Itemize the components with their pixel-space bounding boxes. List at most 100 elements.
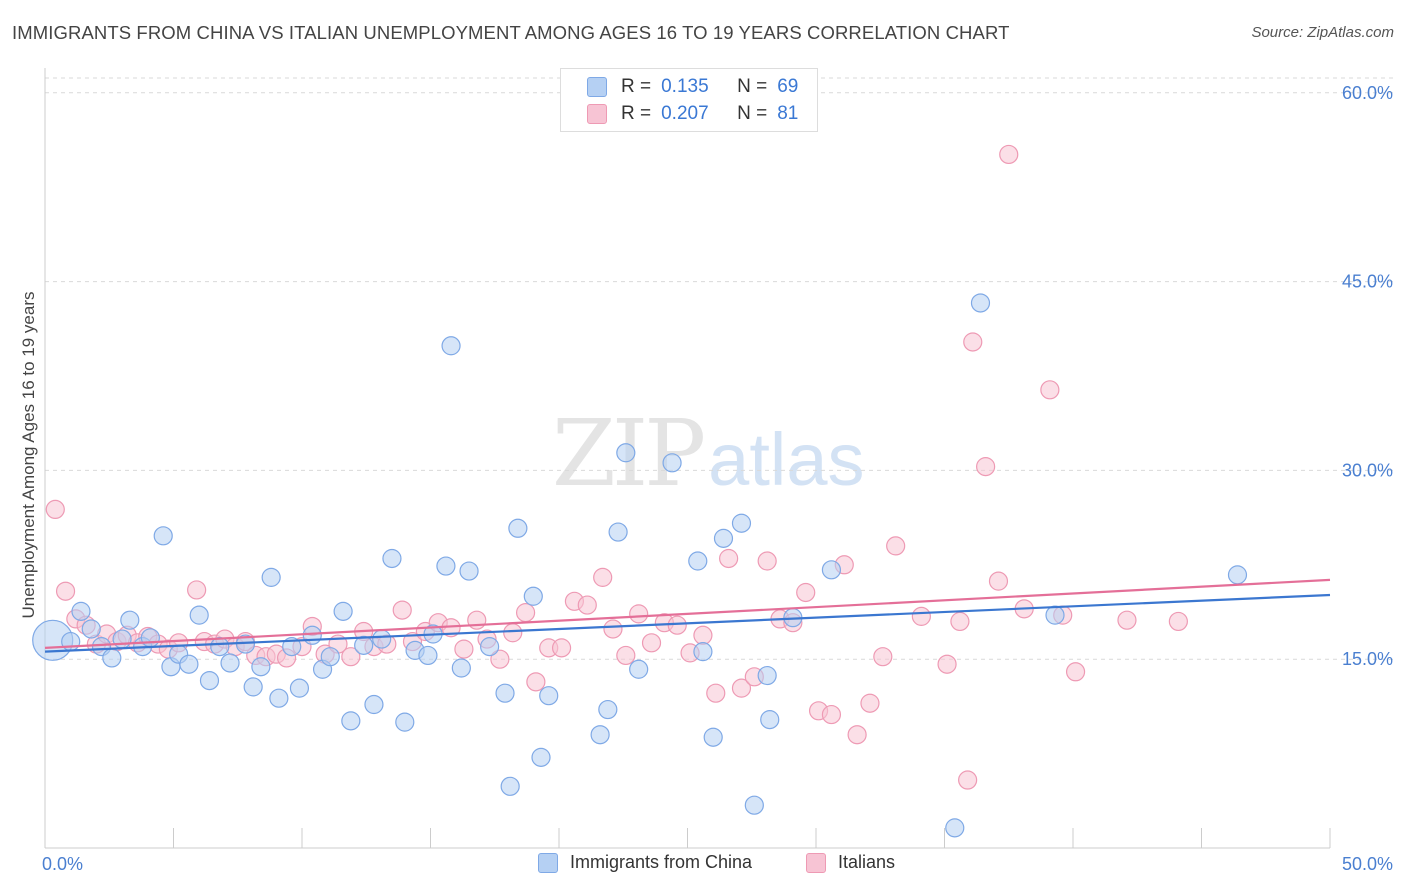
china-point	[81, 619, 101, 639]
china-point	[189, 605, 209, 625]
italians-point	[551, 638, 572, 658]
china-point	[395, 712, 415, 732]
legend-row-china: R = 0.135 N = 69	[587, 75, 798, 99]
italians-point	[963, 332, 983, 352]
china-point	[821, 560, 842, 580]
china-point	[531, 747, 551, 767]
italians-point	[821, 704, 842, 725]
china-point	[251, 657, 271, 677]
china-point	[243, 677, 263, 697]
italians-point	[467, 610, 487, 630]
chart-title: IMMIGRANTS FROM CHINA VS ITALIAN UNEMPLO…	[12, 22, 1010, 43]
china-point	[333, 601, 353, 621]
china-point	[210, 637, 230, 657]
china-point	[608, 522, 628, 542]
italians-point	[950, 611, 970, 632]
china-point	[500, 776, 520, 796]
italians-point	[341, 647, 361, 667]
italians-trend-line	[44, 578, 1331, 649]
italians-point	[55, 581, 76, 601]
china-point	[945, 818, 965, 838]
china-point	[508, 518, 528, 538]
italians-point	[1168, 611, 1188, 632]
correlation-legend: R = 0.135 N = 69 R = 0.207 N = 81	[560, 68, 818, 132]
legend-row-italians: R = 0.207 N = 81	[587, 102, 798, 126]
china-point	[364, 694, 384, 715]
italians-point	[958, 770, 978, 790]
y-axis-label: Unemployment Among Ages 16 to 19 years	[19, 292, 38, 619]
italians-point	[526, 672, 546, 692]
watermark: ZIPatlas	[552, 400, 864, 507]
x-tick-label: 0.0%	[42, 854, 83, 874]
china-r-value: 0.135	[661, 76, 709, 97]
italians-point	[577, 595, 597, 615]
italians-point	[999, 144, 1019, 165]
italians-point	[911, 606, 931, 626]
italians-point	[515, 603, 536, 623]
china-point	[539, 686, 559, 706]
italians-point	[988, 571, 1009, 591]
italians-point	[45, 499, 65, 520]
china-point	[480, 637, 500, 657]
china-point	[662, 453, 682, 473]
italians-point	[731, 678, 752, 698]
china-point	[199, 670, 220, 691]
china-point	[757, 665, 777, 686]
italians-point	[719, 548, 739, 569]
tick-labels: 15.0% 30.0% 45.0% 60.0% 0.0% 50.0%	[42, 83, 1393, 874]
italians-point	[641, 633, 662, 653]
italians-point	[454, 639, 474, 659]
china-point	[372, 629, 392, 649]
china-point	[282, 637, 302, 657]
italians-swatch	[587, 104, 607, 124]
italians-point	[667, 615, 687, 635]
china-point	[616, 443, 636, 463]
china-point	[441, 336, 461, 356]
china-point	[590, 725, 610, 745]
china-point	[220, 653, 240, 673]
china-point	[760, 710, 780, 730]
china-point	[436, 556, 456, 576]
italians-point	[616, 645, 636, 666]
italians-point	[187, 580, 207, 600]
italians-n-label: N =	[737, 103, 768, 124]
china-point	[320, 647, 340, 667]
italians-point	[603, 619, 623, 639]
china-point	[354, 635, 374, 655]
italians-r-value: 0.207	[661, 103, 709, 124]
china-point	[153, 526, 173, 546]
italians-point	[847, 725, 867, 745]
china-point	[731, 513, 752, 533]
italians-point	[392, 600, 412, 620]
italians-legend-label: Italians	[838, 852, 896, 872]
china-point	[179, 654, 199, 674]
china-point	[713, 528, 734, 548]
italians-point	[490, 649, 510, 669]
legend-item-italians[interactable]: Italians	[806, 852, 895, 873]
china-point	[629, 659, 649, 679]
y-tick-label: 45.0%	[1342, 272, 1393, 292]
china-point	[495, 683, 515, 703]
china-trend-line	[44, 593, 1331, 653]
china-n-label: N =	[737, 76, 768, 97]
italians-point	[693, 625, 713, 645]
italians-point	[873, 647, 893, 667]
china-point	[140, 628, 160, 648]
series-legend: Immigrants from China Italians	[0, 852, 1406, 878]
china-point	[71, 601, 91, 621]
china-swatch	[587, 77, 607, 97]
china-point	[688, 551, 708, 571]
china-point	[112, 629, 132, 649]
china-point	[523, 586, 543, 606]
italians-legend-swatch	[806, 852, 826, 873]
china-point	[269, 688, 289, 708]
italians-point	[1040, 380, 1060, 400]
italians-point	[1117, 610, 1137, 630]
china-point	[120, 610, 140, 630]
china-point	[459, 561, 479, 581]
italians-point	[976, 457, 996, 477]
china-r-label: R =	[621, 76, 652, 97]
italians-point	[757, 551, 777, 571]
legend-item-china[interactable]: Immigrants from China	[538, 852, 752, 873]
